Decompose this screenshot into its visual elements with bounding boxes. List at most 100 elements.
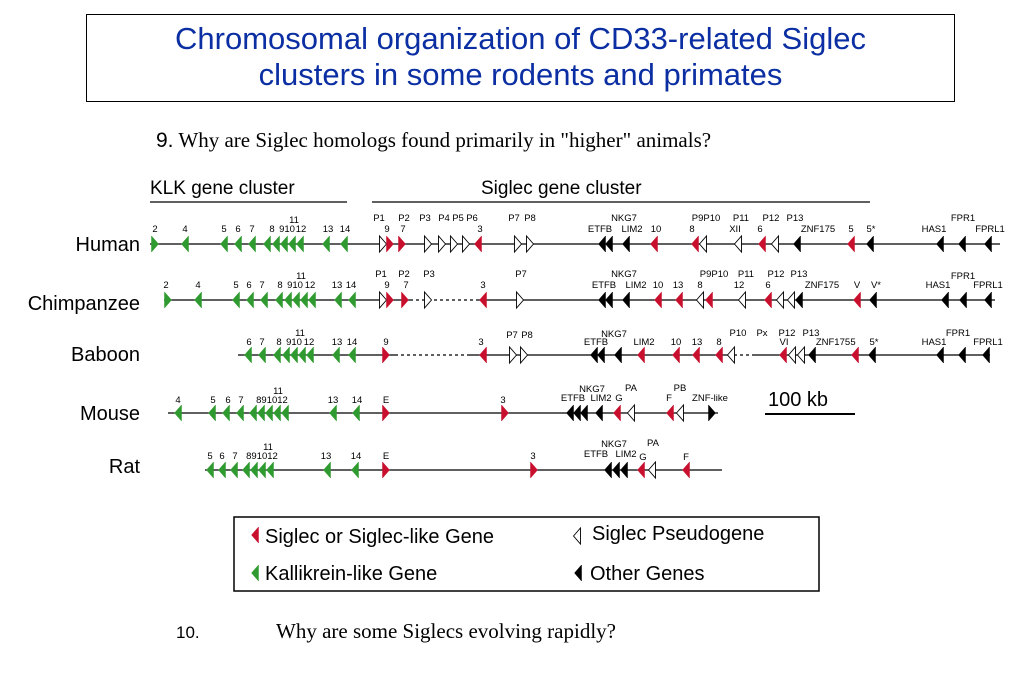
- pseudogene-marker: [424, 234, 433, 254]
- gene-label: 910: [279, 224, 295, 235]
- other-gene-marker: [793, 235, 801, 253]
- gene-label: G: [615, 393, 622, 404]
- gene-label: 2: [152, 224, 157, 235]
- other-gene-marker: [982, 346, 990, 364]
- siglec-gene-marker: [715, 346, 723, 364]
- kallikrein-gene-marker: [220, 235, 228, 253]
- gene-label: 8: [697, 280, 702, 291]
- kallikrein-gene-marker: [273, 404, 281, 422]
- gene-label: 3: [477, 224, 482, 235]
- gene-label: 10: [671, 337, 682, 348]
- siglec-gene-marker: [637, 461, 645, 479]
- siglec-gene-marker: [779, 346, 787, 364]
- siglec-gene-marker: [530, 461, 538, 479]
- gene-label: P1: [375, 269, 387, 280]
- gene-label: NKG7: [611, 213, 637, 224]
- gene-label: 13: [692, 337, 703, 348]
- gene-label: P9P10: [692, 213, 721, 224]
- gene-label: NKG7: [601, 439, 627, 450]
- other-gene-marker: [866, 235, 874, 253]
- siglec-cluster-header: Siglec gene cluster: [481, 178, 642, 199]
- gene-label: V*: [871, 280, 881, 291]
- gene-label: 6: [246, 337, 251, 348]
- kallikrein-gene-marker: [351, 461, 359, 479]
- other-gene-marker: [941, 291, 949, 309]
- gene-label: 13: [323, 224, 334, 235]
- kallikrein-gene-marker: [280, 235, 288, 253]
- gene-label: P8: [521, 330, 533, 341]
- gene-label: P7: [515, 269, 527, 280]
- kallikrein-gene-marker: [272, 235, 280, 253]
- pseudogene-marker: [438, 234, 447, 254]
- gene-label: P7: [508, 213, 520, 224]
- question-10-number: 10.: [176, 623, 200, 642]
- siglec-gene-marker: [501, 404, 509, 422]
- gene-label: P8: [524, 213, 536, 224]
- gene-label: E: [383, 395, 389, 406]
- gene-label: 8: [716, 337, 721, 348]
- gene-label: 6: [757, 224, 762, 235]
- gene-label: 10: [651, 224, 662, 235]
- gene-label: 11: [289, 215, 299, 226]
- gene-label: LIM2: [615, 449, 636, 460]
- gene-label: 11: [273, 386, 283, 397]
- siglec-gene-marker: [613, 404, 621, 422]
- gene-label: 9: [383, 337, 388, 348]
- pseudogene-marker: [787, 345, 796, 365]
- gene-label: P12: [768, 269, 785, 280]
- other-gene-marker: [620, 461, 628, 479]
- gene-label: P13: [787, 213, 804, 224]
- pseudogene-marker: [509, 345, 518, 365]
- pseudogene-marker: [520, 345, 529, 365]
- siglec-gene-marker: [386, 291, 394, 309]
- gene-label: P3: [423, 269, 435, 280]
- gene-label: 3: [500, 395, 505, 406]
- gene-label: 12: [734, 280, 745, 291]
- question-9-text: Why are Siglec homologs found primarily …: [178, 128, 712, 152]
- other-gene-marker: [566, 404, 574, 422]
- gene-label: Px: [756, 328, 767, 339]
- gene-label: 11: [295, 328, 305, 339]
- gene-label: 5: [207, 451, 212, 462]
- other-gene-marker: [605, 291, 613, 309]
- gene-label: ETFB: [561, 393, 585, 404]
- other-gene-marker: [597, 346, 605, 364]
- kallikrein-gene-marker: [352, 404, 360, 422]
- gene-label: 11: [263, 442, 273, 453]
- gene-label: 12: [296, 224, 307, 235]
- gene-label: 14: [346, 280, 357, 291]
- gene-label: ETFB: [584, 337, 608, 348]
- gene-label: P10: [730, 328, 747, 339]
- kallikrein-gene-marker: [300, 291, 308, 309]
- gene-label: P1: [373, 213, 385, 224]
- siglec-gene-marker: [382, 404, 390, 422]
- gene-label: E: [383, 451, 389, 462]
- pseudogene-marker: [572, 526, 581, 546]
- gene-label: P13: [791, 269, 808, 280]
- gene-label: 5: [850, 337, 855, 348]
- gene-label: P12: [763, 213, 780, 224]
- gene-label: 2: [163, 280, 168, 291]
- pseudogene-marker: [733, 234, 742, 254]
- kallikrein-gene-marker: [181, 235, 189, 253]
- siglec-gene-marker: [764, 291, 772, 309]
- gene-label: 8: [276, 337, 281, 348]
- pseudogene-marker: [695, 290, 704, 310]
- gene-label: P9P10: [700, 269, 729, 280]
- other-gene-marker: [574, 564, 582, 582]
- other-gene-marker: [795, 291, 803, 309]
- siglec-gene-marker: [650, 235, 658, 253]
- other-gene-marker: [598, 291, 606, 309]
- gene-label: 7: [403, 280, 408, 291]
- gene-label: 14: [340, 224, 351, 235]
- species-label-rat: Rat: [109, 456, 141, 478]
- gene-label: 3: [480, 280, 485, 291]
- gene-label: 910: [286, 337, 302, 348]
- legend-box: [233, 516, 820, 592]
- other-gene-marker: [958, 235, 966, 253]
- gene-label: NKG7: [611, 269, 637, 280]
- gene-label: VI: [780, 337, 789, 348]
- pseudogene-marker: [462, 234, 471, 254]
- gene-label: FPRL1: [975, 224, 1005, 235]
